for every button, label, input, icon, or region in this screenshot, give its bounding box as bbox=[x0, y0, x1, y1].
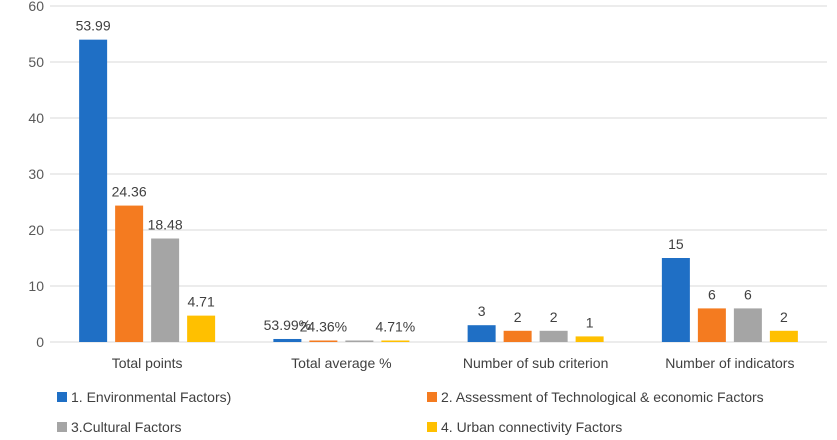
x-category-label: Total average % bbox=[291, 355, 391, 371]
data-label: 2 bbox=[780, 309, 788, 325]
bar-series2-cat2 bbox=[309, 340, 338, 342]
y-axis-ticks: 0 10 20 30 40 50 60 bbox=[28, 0, 44, 350]
data-labels: 53.99 24.36 18.48 4.71 53.99%24.36% 4.71% 3 2 2 1… bbox=[76, 18, 788, 335]
data-label: 2 bbox=[514, 309, 522, 325]
data-label: 24.36% bbox=[300, 319, 347, 335]
data-label: 3 bbox=[478, 303, 486, 319]
legend-swatch bbox=[57, 392, 67, 402]
data-label: 15 bbox=[668, 236, 684, 252]
bar-series4-cat4 bbox=[769, 330, 798, 342]
bar-series3-cat3 bbox=[539, 330, 568, 342]
data-label: 6 bbox=[708, 286, 716, 302]
bar-series4-cat3 bbox=[575, 336, 604, 342]
data-label: 6 bbox=[744, 286, 752, 302]
bar-series4-cat1 bbox=[187, 315, 216, 342]
bar-series3-cat4 bbox=[733, 308, 762, 342]
legend-label: 4. Urban connectivity Factors bbox=[441, 419, 622, 435]
data-label: 4.71% bbox=[376, 319, 416, 335]
x-category-label: Total points bbox=[112, 355, 183, 371]
bar-series1-cat4 bbox=[661, 258, 690, 342]
y-tick-label: 60 bbox=[28, 0, 44, 14]
x-category-label: Number of indicators bbox=[665, 355, 794, 371]
bars bbox=[79, 39, 798, 342]
legend-swatch bbox=[427, 422, 437, 432]
y-tick-label: 50 bbox=[28, 54, 44, 70]
data-label: 53.99 bbox=[76, 18, 111, 34]
legend-label: 3.Cultural Factors bbox=[71, 419, 181, 435]
x-category-label: Number of sub criterion bbox=[463, 355, 609, 371]
bar-series3-cat1 bbox=[151, 238, 180, 342]
bar-series1-cat1 bbox=[79, 39, 108, 342]
bar-series1-cat3 bbox=[467, 325, 496, 342]
data-label: 2 bbox=[550, 309, 558, 325]
data-label: 1 bbox=[586, 314, 594, 330]
gridlines bbox=[50, 5, 827, 343]
data-label: 24.36 bbox=[112, 184, 147, 200]
y-tick-label: 30 bbox=[28, 166, 44, 182]
legend: 1. Environmental Factors) 2. Assessment o… bbox=[57, 389, 764, 435]
y-tick-label: 10 bbox=[28, 278, 44, 294]
bar-series2-cat3 bbox=[503, 330, 532, 342]
legend-swatch bbox=[427, 392, 437, 402]
y-tick-label: 40 bbox=[28, 110, 44, 126]
bar-series2-cat4 bbox=[697, 308, 726, 342]
bar-series1-cat2 bbox=[273, 338, 302, 342]
y-tick-label: 0 bbox=[36, 334, 44, 350]
x-axis-categories: Total points Total average % Number of sub… bbox=[112, 355, 795, 371]
bar-series2-cat1 bbox=[115, 205, 144, 342]
bar-series4-cat2 bbox=[381, 340, 410, 342]
data-label: 53.99% bbox=[264, 317, 311, 333]
data-label: 4.71 bbox=[188, 294, 215, 310]
legend-label: 2. Assessment of Technological & economi… bbox=[441, 389, 764, 405]
bar-series3-cat2 bbox=[345, 340, 374, 342]
y-tick-label: 20 bbox=[28, 222, 44, 238]
legend-label: 1. Environmental Factors) bbox=[71, 389, 231, 405]
data-label: 18.48 bbox=[148, 217, 183, 233]
legend-swatch bbox=[57, 422, 67, 432]
